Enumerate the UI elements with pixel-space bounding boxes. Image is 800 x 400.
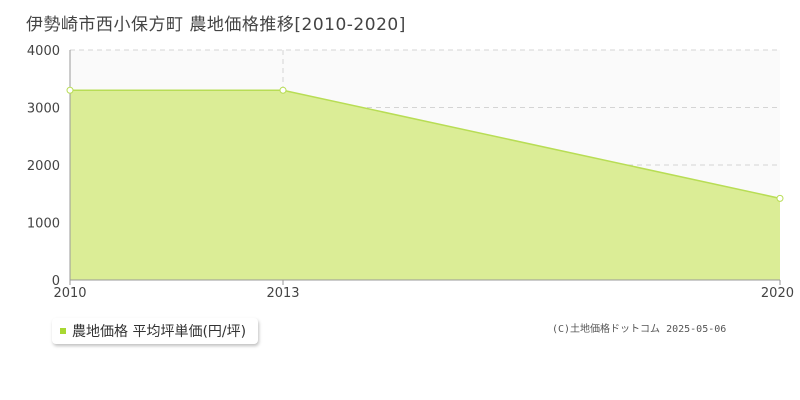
data-point-2010 — [66, 86, 74, 94]
x-tick-labels: 2010 2013 2020 — [53, 286, 794, 301]
data-points — [66, 86, 784, 202]
chart-title: 伊勢崎市西小保方町 農地価格推移[2010-2020] — [26, 15, 406, 35]
copyright-text: (C)土地価格ドットコム 2025-05-06 — [552, 324, 727, 335]
legend-swatch — [60, 328, 66, 334]
data-point-2020 — [776, 194, 784, 202]
y-tick-labels: 0 1000 2000 3000 4000 — [27, 44, 60, 289]
y-tick-label-0: 0 — [52, 274, 60, 289]
y-tick-label-3000: 3000 — [27, 102, 60, 117]
series-area — [70, 90, 780, 280]
x-tick-label-2013: 2013 — [266, 286, 299, 301]
x-tick-label-2020: 2020 — [761, 286, 794, 301]
y-tick-label-2000: 2000 — [27, 159, 60, 174]
legend: 農地価格 平均坪単価(円/坪) — [52, 318, 259, 344]
x-tick-label-2010: 2010 — [53, 286, 86, 301]
legend-label: 農地価格 平均坪単価(円/坪) — [72, 324, 247, 340]
data-point-2013 — [279, 86, 287, 94]
y-tick-label-1000: 1000 — [27, 217, 60, 232]
y-tick-label-4000: 4000 — [27, 44, 60, 59]
